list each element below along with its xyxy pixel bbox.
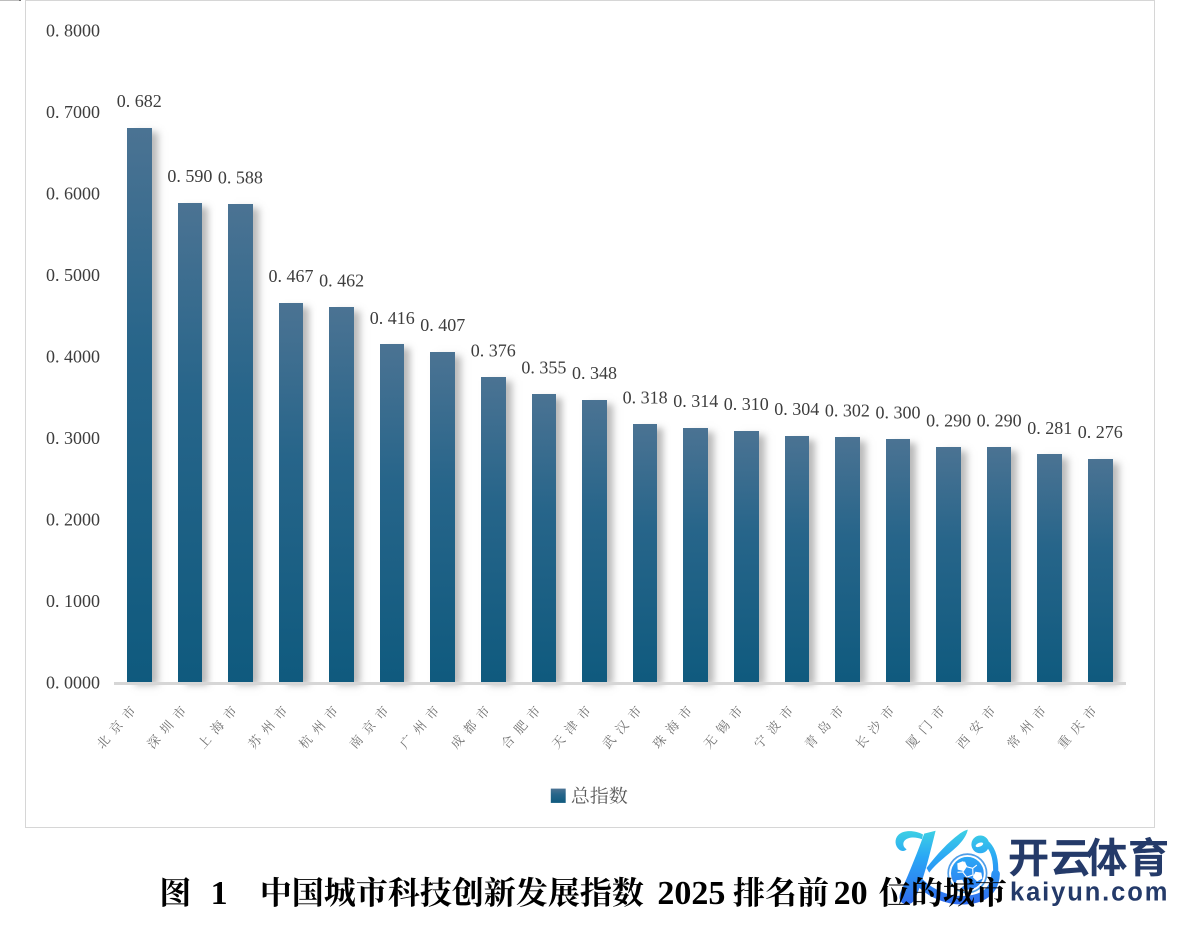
svg-text:0. 416: 0. 416 xyxy=(370,308,415,328)
svg-text:0. 467: 0. 467 xyxy=(269,266,314,286)
svg-text:0. 5000: 0. 5000 xyxy=(46,265,100,285)
svg-text:0. 3000: 0. 3000 xyxy=(46,428,100,448)
svg-text:0. 2000: 0. 2000 xyxy=(46,510,100,530)
svg-text:0. 281: 0. 281 xyxy=(1027,418,1072,438)
svg-text:0. 290: 0. 290 xyxy=(926,411,971,431)
svg-text:0. 682: 0. 682 xyxy=(117,91,162,111)
svg-text:0. 588: 0. 588 xyxy=(218,168,263,188)
svg-text:0. 590: 0. 590 xyxy=(167,166,212,186)
svg-text:0. 462: 0. 462 xyxy=(319,270,364,290)
svg-text:0. 1000: 0. 1000 xyxy=(46,591,100,611)
svg-text:0. 276: 0. 276 xyxy=(1078,422,1123,442)
svg-text:0. 6000: 0. 6000 xyxy=(46,184,100,204)
svg-text:0. 302: 0. 302 xyxy=(825,401,870,421)
svg-text:0. 318: 0. 318 xyxy=(623,388,668,408)
svg-text:0. 290: 0. 290 xyxy=(977,411,1022,431)
svg-text:0. 4000: 0. 4000 xyxy=(46,347,100,367)
svg-text:20: 20 xyxy=(834,875,868,912)
svg-text:kaiyun.com: kaiyun.com xyxy=(1010,878,1169,906)
svg-text:0. 7000: 0. 7000 xyxy=(46,102,100,122)
svg-text:0. 310: 0. 310 xyxy=(724,394,769,414)
svg-text:0. 300: 0. 300 xyxy=(876,402,921,422)
svg-text:0. 355: 0. 355 xyxy=(521,358,566,378)
svg-text:0. 348: 0. 348 xyxy=(572,363,617,383)
svg-text:0. 314: 0. 314 xyxy=(673,391,718,411)
svg-text:0. 407: 0. 407 xyxy=(420,315,465,335)
svg-text:0. 0000: 0. 0000 xyxy=(46,673,100,693)
svg-text:0. 304: 0. 304 xyxy=(774,399,819,419)
svg-text:1: 1 xyxy=(211,875,228,912)
svg-text:0. 8000: 0. 8000 xyxy=(46,21,100,41)
svg-text:0. 376: 0. 376 xyxy=(471,340,516,360)
svg-text:2025: 2025 xyxy=(657,875,725,912)
